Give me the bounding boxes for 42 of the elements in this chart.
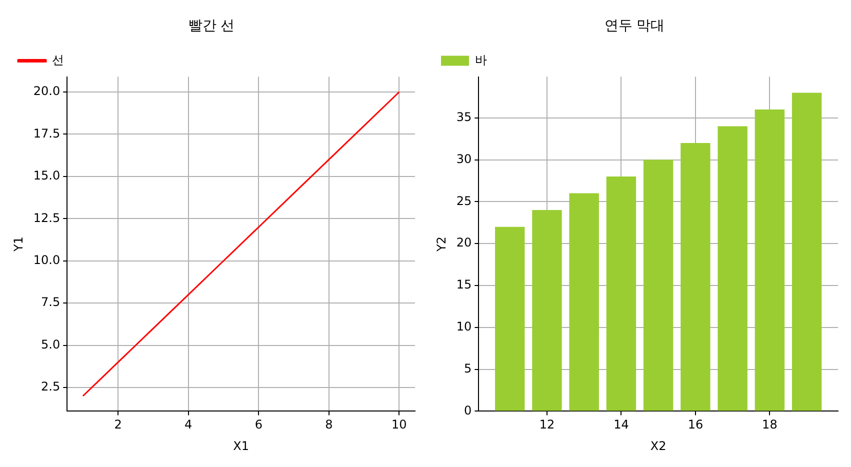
y-tick-label: 10 — [456, 320, 472, 334]
y-tick-label: 20.0 — [33, 84, 60, 98]
y-tick-label: 15 — [456, 278, 472, 292]
x-tick-label: 14 — [614, 418, 629, 432]
x-tick-label: 12 — [539, 418, 555, 432]
x-axis-title: X2 — [650, 438, 666, 453]
y-tick-label: 30 — [456, 152, 472, 166]
bar — [495, 226, 525, 411]
x-tick-label: 6 — [254, 418, 262, 432]
y-tick-label: 17.5 — [33, 126, 60, 140]
bar — [606, 176, 636, 411]
x-tick-label: 8 — [325, 418, 333, 432]
legend-label: 바 — [475, 52, 487, 67]
bar — [532, 210, 562, 411]
bar — [643, 160, 674, 411]
y-tick-label: 12.5 — [33, 210, 60, 225]
bar — [680, 143, 710, 411]
y-tick-label: 10.0 — [33, 253, 60, 268]
chart-title: 연두 막대 — [604, 18, 665, 34]
x-tick-label: 16 — [688, 418, 704, 432]
y-tick-label: 25 — [456, 194, 472, 208]
bar — [792, 92, 822, 411]
y-tick-label: 2.5 — [41, 380, 60, 394]
y-axis-title: Y1 — [11, 236, 26, 252]
x-tick-label: 18 — [762, 418, 778, 432]
x-tick-label: 4 — [184, 418, 192, 432]
y-tick-label: 0 — [464, 403, 472, 418]
x-axis-title: X1 — [233, 438, 249, 453]
x-tick-label: 10 — [392, 418, 407, 432]
bar — [754, 109, 785, 411]
y-tick-label: 35 — [456, 110, 472, 124]
bar — [718, 126, 748, 411]
y-tick-label: 20 — [456, 236, 472, 250]
bar — [569, 193, 599, 411]
y-tick-label: 15.0 — [33, 168, 60, 183]
y-axis-title: Y2 — [434, 236, 448, 252]
y-tick-label: 5.0 — [41, 337, 60, 352]
x-tick-label: 2 — [114, 418, 122, 432]
y-tick-label: 7.5 — [41, 295, 60, 310]
legend-label: 선 — [52, 52, 64, 67]
y-tick-label: 5 — [464, 361, 472, 376]
chart-title: 빨간 선 — [188, 18, 235, 34]
